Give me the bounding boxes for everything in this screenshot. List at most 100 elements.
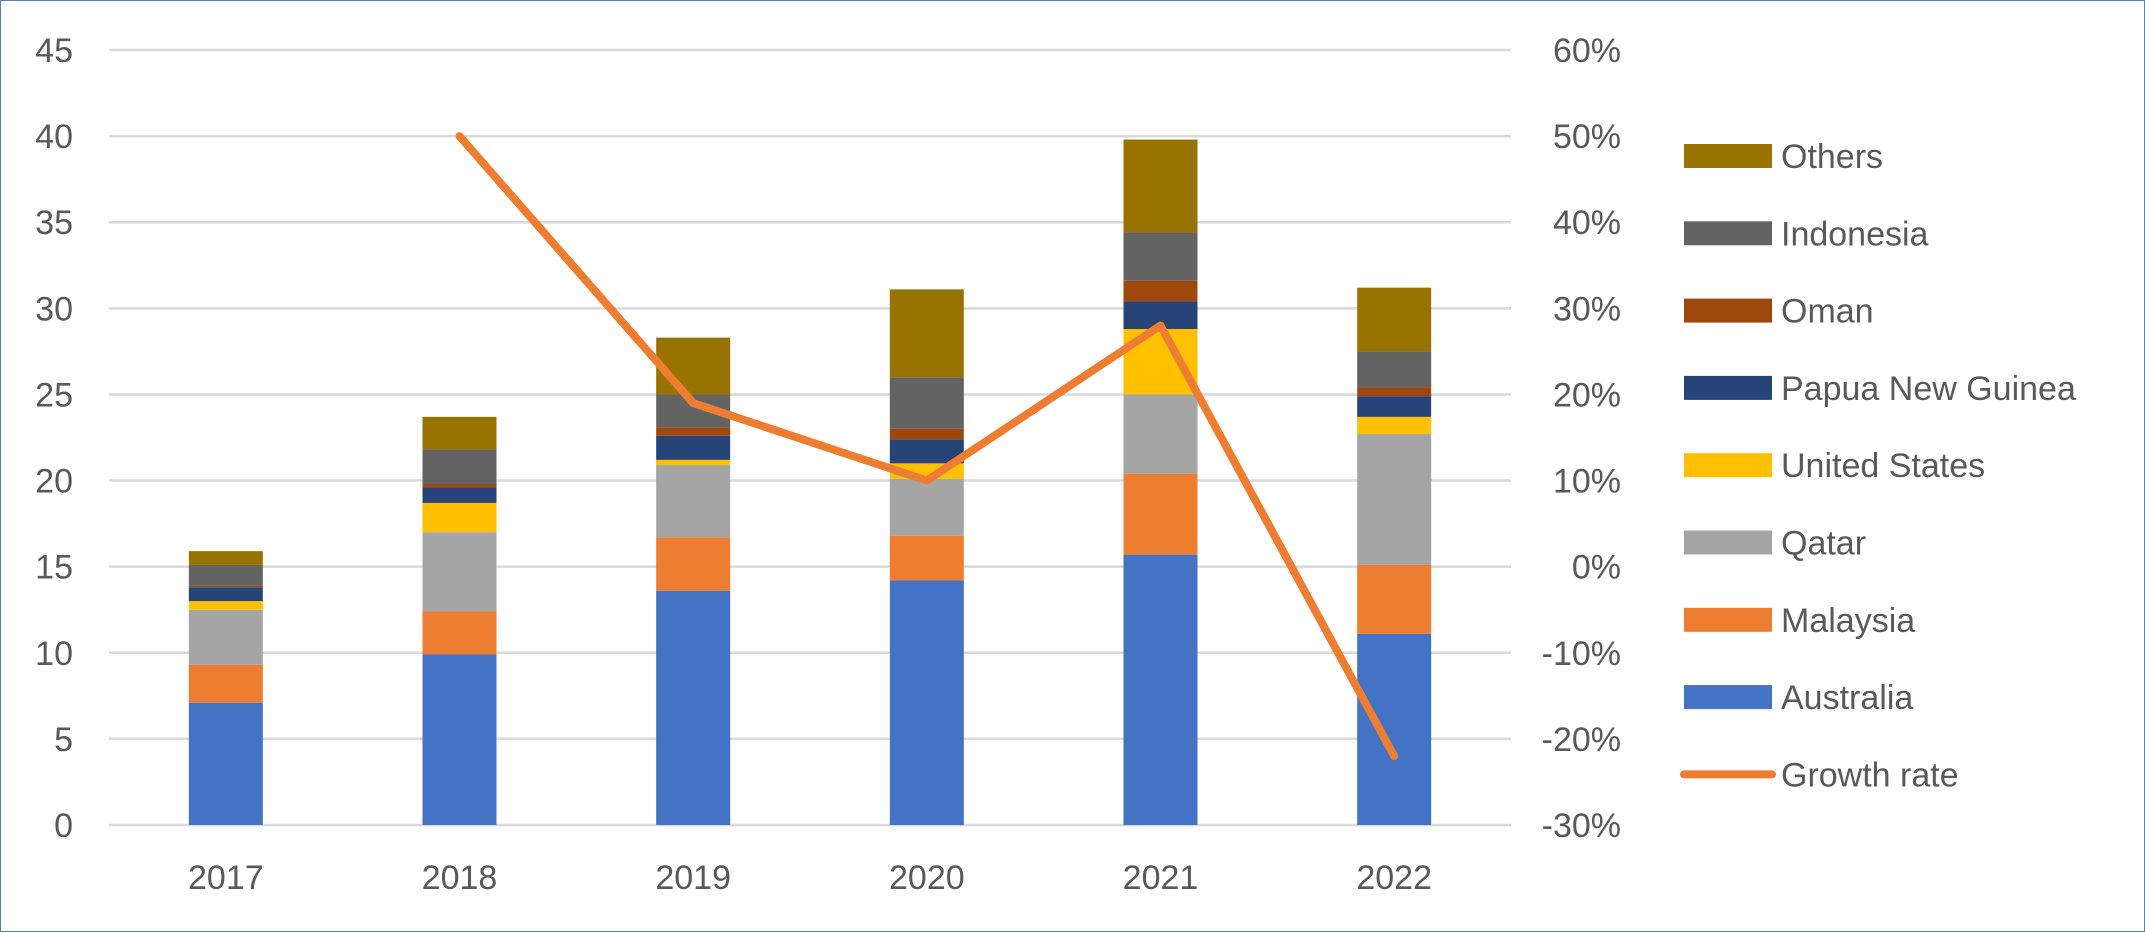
bar-australia-2018 (422, 654, 497, 825)
left-axis-tick-label: 20 (35, 463, 73, 501)
bar-papua-new-guinea-2019 (656, 435, 731, 460)
bar-qatar-2020 (889, 478, 964, 536)
bar-oman-2020 (889, 428, 964, 440)
right-axis-tick-label: -10% (1542, 635, 1621, 673)
right-axis-tick-label: 60% (1553, 32, 1621, 70)
left-axis-ticks: 0 5 10 15 20 25 30 35 40 45 (35, 32, 73, 845)
left-axis-tick-label: 5 (54, 721, 73, 759)
legend-swatch-united-states (1684, 453, 1772, 478)
growth-rate-point (458, 135, 461, 138)
bar-papua-new-guinea-2018 (422, 487, 497, 503)
right-axis-tick-label: -30% (1542, 807, 1621, 845)
bar-others-2018 (422, 416, 497, 450)
bar-oman-2021 (1123, 280, 1198, 302)
legend-swatch-indonesia (1684, 221, 1772, 246)
x-axis-ticks: 2017 2018 2019 2020 2021 2022 (188, 859, 1432, 897)
bar-others-2017 (188, 551, 263, 565)
growth-rate-point (1159, 324, 1162, 327)
right-axis-tick-label: 40% (1553, 204, 1621, 242)
legend-swatch-papua-new-guinea (1684, 375, 1772, 400)
bar-qatar-2018 (422, 532, 497, 612)
x-axis-tick-label: 2021 (1123, 859, 1199, 897)
x-axis-tick-label: 2017 (188, 859, 264, 897)
bar-papua-new-guinea-2017 (188, 587, 263, 602)
bar-oman-2022 (1357, 387, 1432, 397)
bar-indonesia-2017 (188, 564, 263, 586)
bar-united-states-2017 (188, 601, 263, 610)
left-axis-tick-label: 0 (54, 807, 73, 845)
bar-qatar-2022 (1357, 434, 1432, 565)
left-axis-tick-label: 30 (35, 290, 73, 328)
legend-swatch-qatar (1684, 530, 1772, 555)
legend-swatch-others (1684, 144, 1772, 168)
bar-others-2022 (1357, 287, 1432, 352)
legend-swatch-australia (1684, 685, 1772, 710)
bar-united-states-2019 (656, 459, 731, 466)
bar-qatar-2021 (1123, 394, 1198, 474)
bars (188, 139, 1432, 825)
right-axis-tick-label: 10% (1553, 463, 1621, 501)
bar-malaysia-2022 (1357, 564, 1432, 634)
bar-malaysia-2021 (1123, 473, 1198, 555)
legend-label: Oman (1781, 293, 1874, 331)
bar-united-states-2022 (1357, 416, 1432, 435)
legend-label: Growth rate (1781, 756, 1959, 794)
x-axis-tick-label: 2019 (655, 859, 731, 897)
right-axis-ticks: -30% -20% -10% 0% 10% 20% 30% 40% 50% 60% (1542, 32, 1621, 845)
legend-swatch-malaysia (1684, 607, 1772, 632)
left-axis-tick-label: 10 (35, 635, 73, 673)
gridlines (109, 48, 1511, 827)
legend-label: Indonesia (1781, 215, 1929, 253)
bar-australia-2020 (889, 580, 964, 825)
legend-label: Qatar (1781, 525, 1866, 563)
legend-label: Malaysia (1781, 602, 1915, 640)
right-axis-tick-label: 20% (1553, 376, 1621, 414)
bar-united-states-2018 (422, 502, 497, 533)
bar-indonesia-2022 (1357, 351, 1432, 388)
right-axis-tick-label: 50% (1553, 118, 1621, 156)
bar-others-2019 (656, 337, 731, 395)
growth-line-layer (455, 132, 1399, 761)
legend-label: Australia (1781, 679, 1913, 717)
growth-rate-point (692, 402, 695, 405)
legend-swatch-oman (1684, 298, 1772, 323)
growth-rate-point (1393, 755, 1396, 758)
bar-others-2020 (889, 289, 964, 378)
bar-indonesia-2018 (422, 449, 497, 484)
bar-oman-2017 (188, 585, 263, 588)
bar-qatar-2017 (188, 609, 263, 665)
legend-label: Papua New Guinea (1781, 370, 2076, 408)
legend-label: Others (1781, 138, 1883, 176)
legend-label: United States (1781, 447, 1985, 485)
bar-australia-2021 (1123, 554, 1198, 825)
bar-malaysia-2019 (656, 537, 731, 591)
right-axis-tick-label: 0% (1572, 549, 1621, 587)
x-axis-tick-label: 2020 (889, 859, 965, 897)
right-axis-tick-label: -20% (1542, 721, 1621, 759)
bar-australia-2017 (188, 702, 263, 825)
growth-rate-point (925, 479, 928, 482)
bar-australia-2022 (1357, 633, 1432, 825)
bar-malaysia-2017 (188, 664, 263, 703)
bar-others-2021 (1123, 139, 1198, 233)
bar-malaysia-2020 (889, 535, 964, 581)
left-axis-tick-label: 35 (35, 204, 73, 242)
bar-oman-2019 (656, 427, 731, 436)
left-axis-tick-label: 40 (35, 118, 73, 156)
left-axis-tick-label: 15 (35, 549, 73, 587)
bar-oman-2018 (422, 484, 497, 488)
left-axis-tick-label: 25 (35, 376, 73, 414)
right-axis-tick-label: 30% (1553, 290, 1621, 328)
bar-malaysia-2018 (422, 611, 497, 655)
legend: Others Indonesia Oman Papua New Guinea Unite… (1680, 138, 2076, 794)
bar-qatar-2019 (656, 465, 731, 538)
bar-indonesia-2021 (1123, 232, 1198, 281)
x-axis-tick-label: 2022 (1356, 859, 1432, 897)
left-axis-tick-label: 45 (35, 32, 73, 70)
bar-australia-2019 (656, 590, 731, 825)
x-axis-tick-label: 2018 (422, 859, 498, 897)
bar-papua-new-guinea-2022 (1357, 396, 1432, 417)
bar-papua-new-guinea-2020 (889, 439, 964, 464)
